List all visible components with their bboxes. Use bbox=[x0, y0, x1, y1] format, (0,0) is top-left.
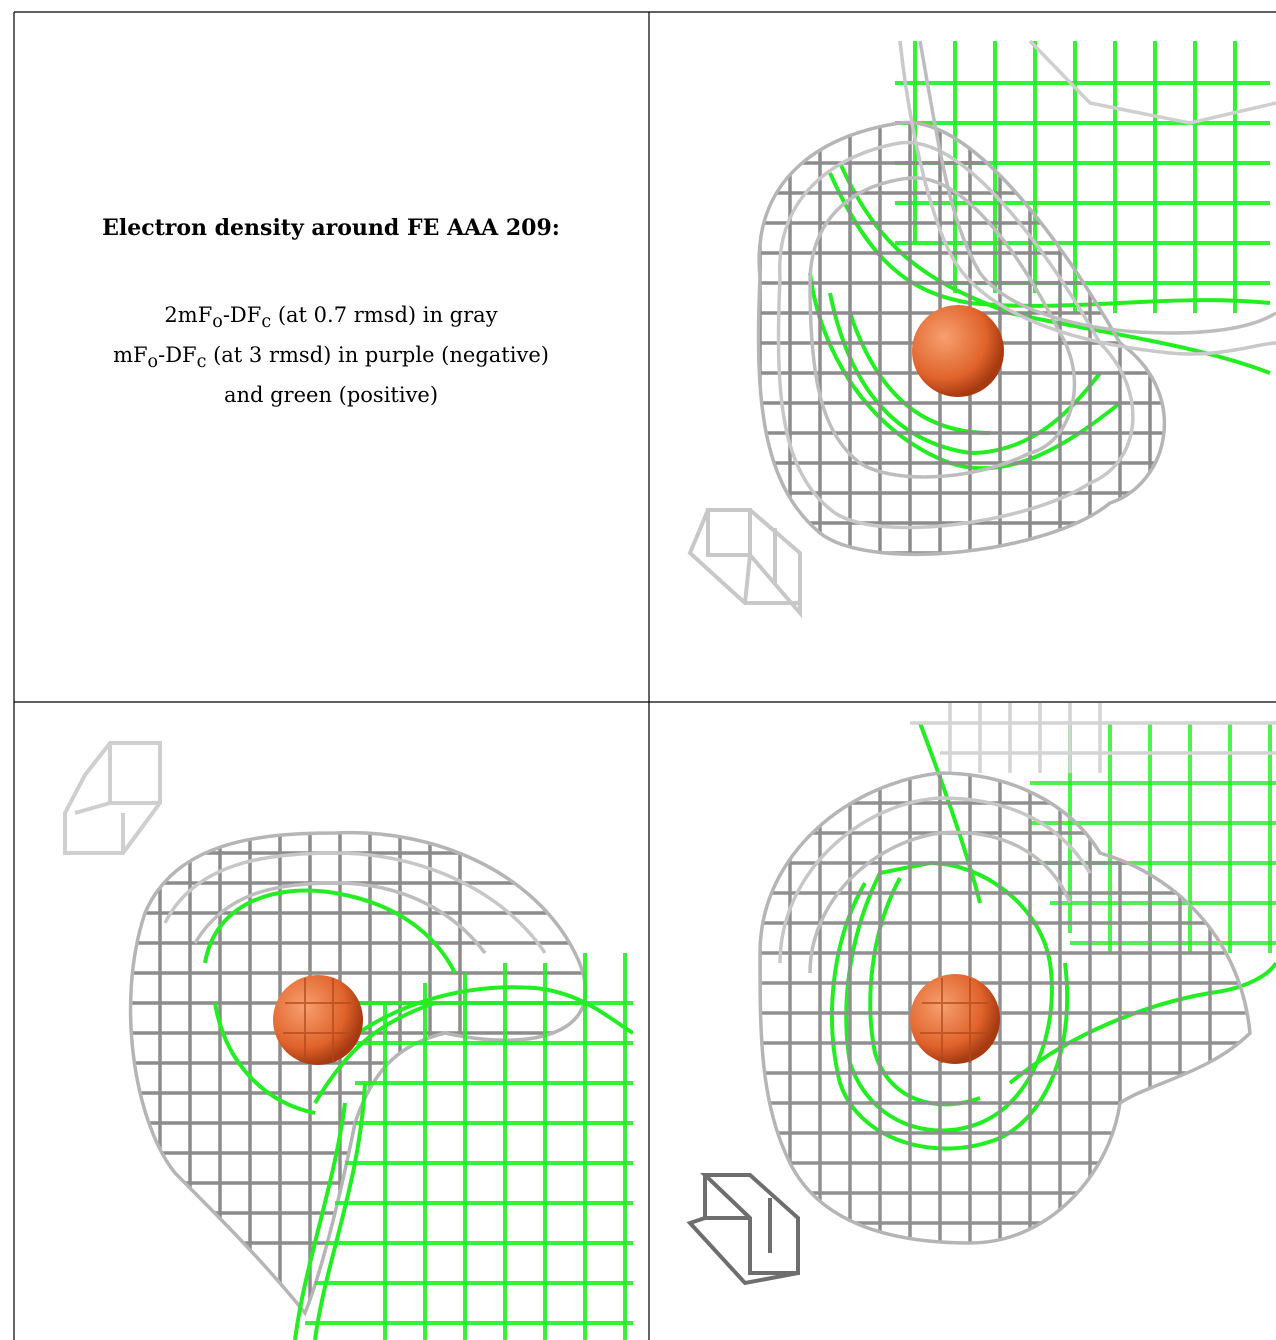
legend-line-2fofc: 2mFo-DFc (at 0.7 rmsd) in gray bbox=[164, 303, 498, 333]
caption-legend: 2mFo-DFc (at 0.7 rmsd) in gray mFo-DFc (… bbox=[113, 299, 549, 412]
2fofc-mesh bbox=[128, 830, 588, 1317]
density-view-top-right bbox=[650, 13, 1276, 701]
legend-line-positive: and green (positive) bbox=[223, 383, 439, 408]
unit-cell-icon bbox=[686, 1173, 800, 1286]
unit-cell-icon bbox=[687, 508, 802, 619]
density-mesh-svg bbox=[687, 39, 1276, 619]
density-view-bottom-left bbox=[15, 703, 633, 1340]
caption-cell: Electron density around FE AAA 209: 2mFo… bbox=[14, 12, 648, 700]
fe-atom-sphere bbox=[912, 305, 1004, 397]
fe-atom-sphere bbox=[273, 975, 363, 1065]
density-mesh-svg bbox=[686, 703, 1276, 1286]
fe-atom-sphere bbox=[910, 974, 1000, 1064]
density-view-bottom-right bbox=[650, 703, 1276, 1340]
unit-cell-icon bbox=[63, 741, 162, 855]
fofc-positive-mesh bbox=[203, 888, 633, 1340]
legend-line-fofc: mFo-DFc (at 3 rmsd) in purple (negative) bbox=[113, 343, 549, 373]
density-mesh-svg bbox=[63, 741, 633, 1340]
caption-title: Electron density around FE AAA 209: bbox=[102, 215, 560, 241]
2fofc-mesh bbox=[758, 703, 1276, 1245]
fofc-positive-mesh-upper bbox=[808, 41, 1271, 471]
